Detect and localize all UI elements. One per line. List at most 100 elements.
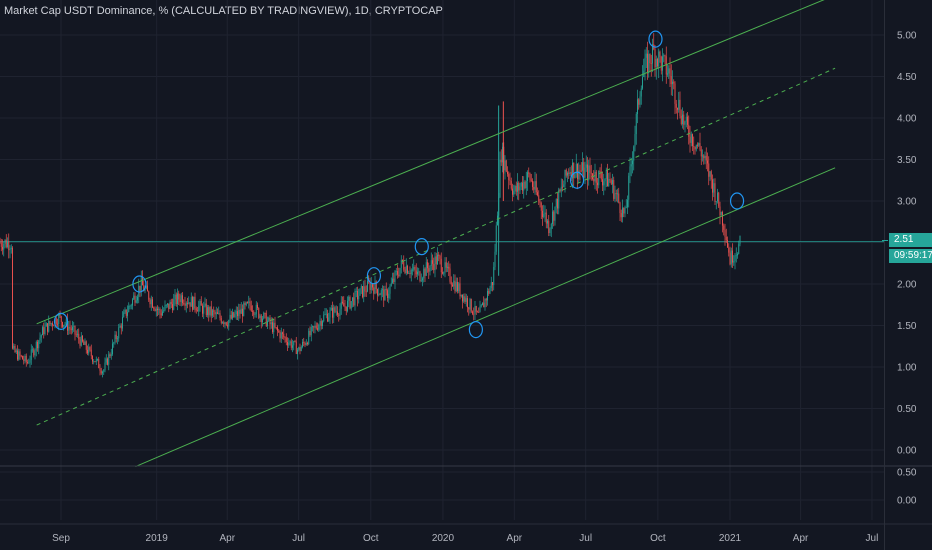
touch-marker[interactable] <box>729 192 745 210</box>
channel-boundary-line[interactable] <box>36 0 835 325</box>
touch-marker[interactable] <box>569 171 585 189</box>
candle-body <box>517 182 518 192</box>
candle-body <box>172 304 173 310</box>
candle-body <box>354 291 356 306</box>
candle-body <box>219 313 221 319</box>
candle-body <box>302 341 303 347</box>
trend-channel[interactable] <box>36 0 836 468</box>
candle-body <box>108 354 110 365</box>
candle-body <box>729 252 731 265</box>
candle-body <box>25 355 27 363</box>
candle-body <box>162 311 163 316</box>
candle-body <box>232 312 233 319</box>
candle-body <box>335 311 337 313</box>
candle-body <box>89 347 91 350</box>
candle-body <box>398 274 400 276</box>
candle-body <box>195 308 197 311</box>
candle-body <box>520 182 522 187</box>
candle-body <box>537 192 538 196</box>
candle-body <box>97 359 98 360</box>
candle-body <box>558 189 560 209</box>
y-tick-label: 3.00 <box>897 197 917 208</box>
candle-body <box>469 298 471 310</box>
touch-marker[interactable] <box>648 30 663 48</box>
touch-marker[interactable] <box>414 238 429 256</box>
candle-body <box>43 327 45 335</box>
candle-body <box>395 271 397 272</box>
candle-body <box>409 273 411 275</box>
candle-body <box>254 314 256 316</box>
candle-body <box>458 283 460 292</box>
candle-body <box>739 235 741 245</box>
touch-marker[interactable] <box>53 312 69 330</box>
candle-body <box>253 311 255 315</box>
candle-body <box>629 166 631 176</box>
candle-body <box>654 49 656 68</box>
candle-body <box>644 57 646 71</box>
candle-body <box>279 331 281 339</box>
candle-body <box>215 312 217 315</box>
touch-marker[interactable] <box>366 267 382 285</box>
candle-body <box>143 285 145 292</box>
candle-body <box>243 303 245 317</box>
candle-body <box>580 170 582 172</box>
touch-markers[interactable] <box>53 30 745 339</box>
candle-body <box>492 282 493 286</box>
candle-body <box>118 327 120 339</box>
candle-body <box>655 59 657 68</box>
candle-body <box>128 305 130 313</box>
touch-marker[interactable] <box>132 275 147 293</box>
channel-boundary-line[interactable] <box>135 167 836 468</box>
x-tick-label: Oct <box>363 533 379 544</box>
candle-body <box>417 271 418 275</box>
sub-y-tick-label: 0.00 <box>897 496 917 507</box>
candle-body <box>223 322 225 324</box>
candle-body <box>448 266 450 269</box>
candle-body <box>619 202 621 214</box>
candle-body <box>672 81 673 85</box>
candle-body <box>240 308 242 314</box>
candle-body <box>339 308 341 316</box>
candle-body <box>630 164 632 167</box>
candle-body <box>568 172 570 174</box>
candle-body <box>355 290 357 292</box>
candle-body <box>109 354 111 357</box>
candle-body <box>275 327 277 329</box>
candle-body <box>78 333 80 340</box>
candle-body <box>17 350 18 360</box>
candle-body <box>169 301 171 310</box>
candle-body <box>30 349 32 360</box>
candle-body <box>667 73 668 75</box>
candle-body <box>249 301 251 306</box>
channel-median-line[interactable] <box>36 67 836 426</box>
candle-body <box>304 342 306 345</box>
candle-body <box>178 293 180 300</box>
candle-body <box>268 317 270 321</box>
touch-marker[interactable] <box>468 321 483 339</box>
candle-body <box>199 301 201 306</box>
candle-body <box>423 268 425 279</box>
candle-body <box>9 248 11 251</box>
candle-body <box>700 149 702 157</box>
candle-body <box>148 291 150 300</box>
candle-body <box>539 201 541 203</box>
y-tick-label: 4.50 <box>897 72 917 83</box>
x-tick-label: Jul <box>866 533 879 544</box>
candle-body <box>698 143 700 146</box>
candle-body <box>123 312 125 318</box>
candle-body <box>597 182 598 186</box>
candle-body <box>287 342 288 346</box>
candle-body <box>714 183 716 203</box>
candle-body <box>132 299 133 306</box>
candle-body <box>522 182 523 191</box>
candle-body <box>372 283 373 288</box>
x-tick-label: Apr <box>793 533 809 544</box>
candle-body <box>647 53 648 74</box>
candle-body <box>697 144 698 146</box>
candle-body <box>263 313 265 319</box>
candle-body <box>138 285 140 297</box>
candle-body <box>113 342 115 344</box>
candle-body <box>412 269 413 271</box>
candle-body <box>209 306 211 316</box>
